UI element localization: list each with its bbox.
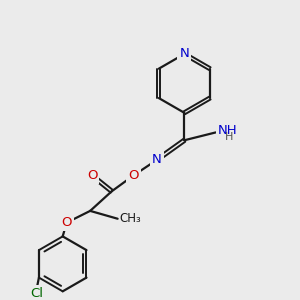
- Text: N: N: [179, 47, 189, 60]
- Text: CH₃: CH₃: [120, 212, 141, 225]
- Text: O: O: [87, 169, 98, 182]
- Text: O: O: [61, 216, 72, 229]
- Text: Cl: Cl: [31, 287, 44, 300]
- Text: O: O: [128, 169, 139, 182]
- Text: NH: NH: [218, 124, 237, 137]
- Text: N: N: [152, 153, 162, 167]
- Text: H: H: [225, 132, 234, 142]
